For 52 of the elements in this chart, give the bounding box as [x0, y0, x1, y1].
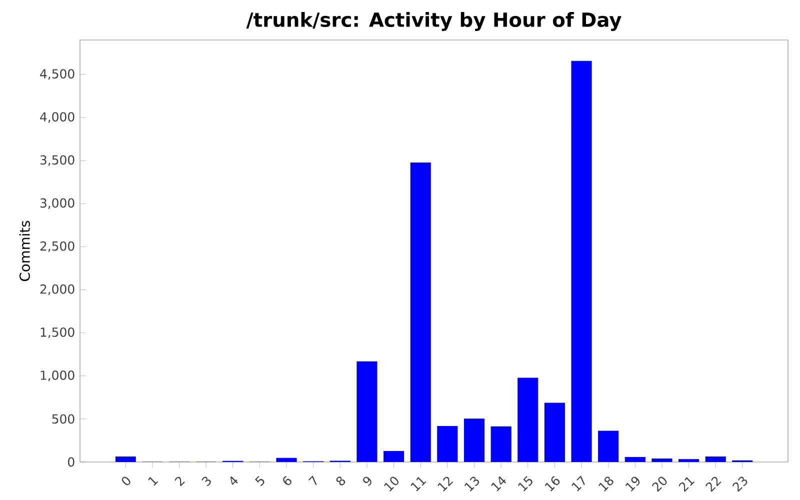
y-tick-label: 4,000	[40, 112, 74, 123]
x-tick-label: 13	[464, 476, 480, 492]
bar	[115, 456, 136, 462]
x-tick-label: 19	[625, 476, 640, 492]
x-tick-label: 14	[491, 476, 506, 492]
bar	[276, 458, 297, 462]
x-tick-label: 17	[572, 476, 585, 492]
y-tick-label: 2,000	[40, 284, 74, 296]
x-tick-label: 23	[732, 476, 748, 492]
y-tick-label: 3,500	[40, 155, 74, 166]
bar	[624, 456, 646, 462]
x-tick-label: 18	[598, 476, 614, 492]
x-tick-label: 22	[706, 476, 722, 492]
bar	[356, 361, 378, 462]
bar	[518, 378, 538, 462]
y-tick-label: 500	[52, 414, 74, 424]
bar	[598, 430, 619, 462]
bar	[678, 459, 700, 462]
x-tick-label: 6	[283, 476, 292, 486]
chart-title: /trunk/src: Activity by Hour of Day	[246, 12, 622, 31]
x-tick-label: 5	[255, 476, 264, 486]
x-tick-label: 1	[148, 477, 158, 486]
y-tick-label: 2,500	[40, 241, 74, 252]
x-tick-label: 16	[544, 476, 560, 492]
bar	[410, 162, 431, 462]
x-tick-label: 21	[678, 477, 695, 492]
bar	[464, 418, 485, 462]
y-tick-label: 1,000	[40, 370, 74, 382]
bar	[490, 426, 512, 462]
y-axis-title: Commits	[19, 220, 30, 281]
y-tick-label: 0	[68, 457, 74, 467]
x-tick-label: 7	[308, 476, 317, 486]
bar	[652, 458, 672, 462]
y-tick-label: 1,500	[40, 327, 74, 338]
x-tick-label: 9	[363, 476, 372, 486]
x-tick-label: 11	[410, 477, 426, 492]
bar	[544, 402, 565, 462]
x-tick-label: 2	[174, 476, 185, 486]
x-tick-label: 15	[518, 476, 532, 492]
x-tick-label: 3	[202, 476, 211, 486]
x-tick-label: 0	[122, 476, 130, 486]
x-tick-label: 10	[384, 476, 398, 492]
y-tick-label: 4,500	[40, 69, 74, 80]
bar	[571, 60, 592, 462]
x-tick-label: 20	[652, 476, 667, 492]
y-tick-label: 3,000	[40, 198, 74, 209]
x-tick-label: 4	[230, 476, 238, 485]
x-tick-label: 8	[336, 476, 346, 486]
bar	[437, 426, 458, 462]
bar	[705, 456, 726, 462]
x-tick-label: 12	[438, 476, 454, 492]
bar	[384, 450, 404, 462]
